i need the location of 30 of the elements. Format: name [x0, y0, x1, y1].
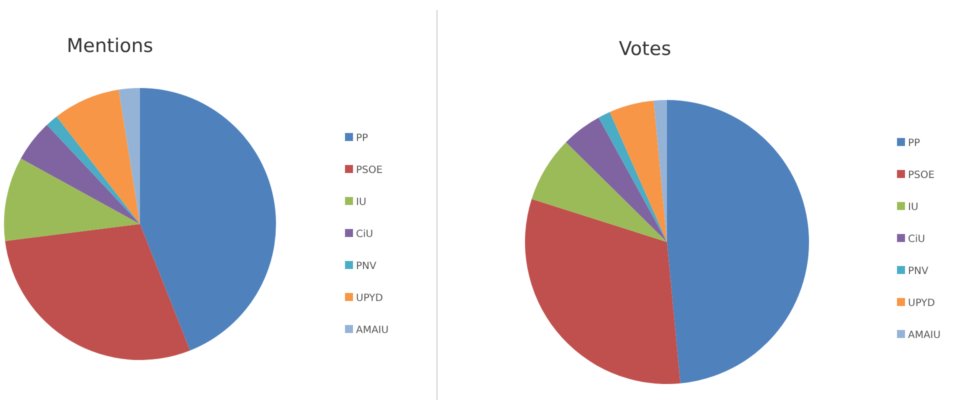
pie-slice: [610, 100, 667, 242]
pie-slice: [532, 142, 667, 242]
pie-slice: [20, 124, 140, 224]
legend-label: PP: [908, 138, 920, 149]
pie-slice: [5, 224, 190, 360]
pie-slice: [46, 116, 140, 224]
legend-label: AMAIU: [356, 325, 389, 336]
pie-slice: [667, 100, 809, 384]
pie-slice: [4, 158, 140, 242]
chart-title: Votes: [618, 38, 672, 60]
pie-slice: [654, 100, 667, 242]
legend-label: IU: [356, 197, 366, 208]
legend-label: CiU: [908, 234, 926, 245]
pie-slice: [56, 90, 140, 224]
pie-slice: [525, 198, 680, 384]
legend-label: PSOE: [908, 170, 935, 181]
legend-label: UPYD: [908, 298, 936, 309]
pie-slice: [140, 88, 276, 350]
pie-slice: [566, 118, 667, 242]
legend-label: PSOE: [356, 165, 383, 176]
legend-label: UPYD: [356, 293, 384, 304]
legend-label: PNV: [356, 261, 377, 272]
pie-slice: [598, 112, 667, 242]
legend-label: PNV: [908, 266, 929, 277]
legend-label: IU: [908, 202, 918, 213]
legend-label: CiU: [356, 229, 374, 240]
pie-slice: [118, 88, 140, 224]
chart-title: Mentions: [66, 35, 154, 57]
legend-label: PP: [356, 133, 368, 144]
legend-label: AMAIU: [908, 330, 941, 341]
